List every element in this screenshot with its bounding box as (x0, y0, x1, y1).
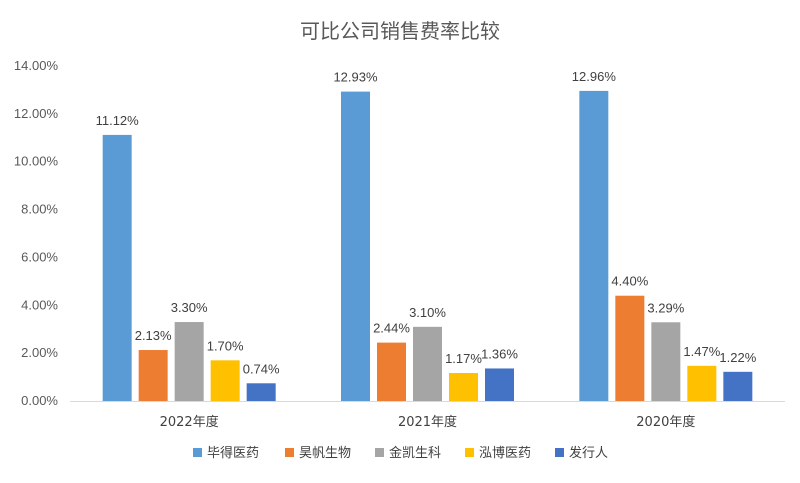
legend-swatch (375, 448, 384, 457)
y-tick-label: 6.00% (21, 249, 58, 264)
y-tick-label: 4.00% (21, 297, 58, 312)
chart-title: 可比公司销售费率比较 (300, 19, 500, 43)
data-label: 0.74% (243, 361, 280, 376)
x-category-label: 2022年度 (160, 414, 219, 430)
data-label: 1.17% (445, 351, 482, 366)
bar (246, 383, 276, 401)
legend-label: 金凯生科 (389, 445, 441, 461)
y-tick-label: 14.00% (14, 58, 59, 73)
y-tick-label: 0.00% (21, 393, 58, 408)
y-tick-label: 12.00% (14, 106, 59, 121)
legend-swatch (465, 448, 474, 457)
data-label: 2.13% (135, 328, 172, 343)
legend-swatch (193, 448, 202, 457)
legend-swatch (285, 448, 294, 457)
x-category-label: 2021年度 (398, 414, 457, 430)
bar (615, 295, 645, 401)
y-tick-label: 2.00% (21, 345, 58, 360)
data-label: 1.47% (683, 344, 720, 359)
data-label: 1.36% (481, 346, 518, 361)
data-label: 4.40% (611, 274, 648, 289)
bar (485, 368, 514, 401)
data-label: 12.96% (572, 69, 617, 84)
legend: 毕得医药 昊帆生物 金凯生科 泓博医药 发行人 (193, 445, 608, 461)
bar (138, 350, 168, 401)
data-labels-group: 11.12% 2.13% 3.30% 1.70% 0.74% 12.93% 2.44%3.1… (96, 69, 757, 376)
legend-label: 毕得医药 (207, 445, 259, 461)
data-label: 3.29% (647, 300, 684, 315)
bar (579, 90, 609, 401)
bar (651, 322, 681, 401)
data-label: 3.10% (409, 305, 446, 320)
data-label: 3.30% (171, 300, 208, 315)
data-label: 1.22% (719, 350, 756, 365)
bar (687, 365, 717, 401)
legend-label: 泓博医药 (479, 446, 531, 461)
legend-item: 金凯生科 (375, 445, 441, 461)
y-tick-label: 8.00% (21, 202, 58, 217)
legend-label: 昊帆生物 (299, 446, 351, 461)
y-axis: 0.00% 2.00% 4.00% 6.00% 8.00% 10.00% 12.00% 14.… (14, 58, 59, 408)
legend-item: 泓博医药 (465, 446, 531, 461)
bar (723, 371, 753, 401)
bar (449, 373, 478, 401)
data-label: 12.93% (333, 70, 378, 85)
data-label: 1.70% (207, 338, 244, 353)
bar (413, 326, 442, 401)
bar (377, 342, 406, 401)
bar (174, 322, 204, 401)
bars-group (102, 90, 753, 401)
legend-item: 毕得医药 (193, 445, 259, 461)
legend-swatch (555, 448, 564, 457)
legend-item: 发行人 (555, 445, 608, 461)
x-category-label: 2020年度 (636, 414, 695, 430)
legend-label: 发行人 (569, 445, 608, 461)
y-tick-label: 10.00% (14, 154, 59, 169)
bar (341, 91, 370, 401)
data-label: 2.44% (373, 321, 410, 336)
bar (102, 134, 132, 401)
bar (210, 360, 240, 401)
legend-item: 昊帆生物 (285, 446, 351, 461)
data-label: 11.12% (96, 113, 140, 128)
x-axis: 2022年度 2021年度 2020年度 (70, 401, 785, 430)
